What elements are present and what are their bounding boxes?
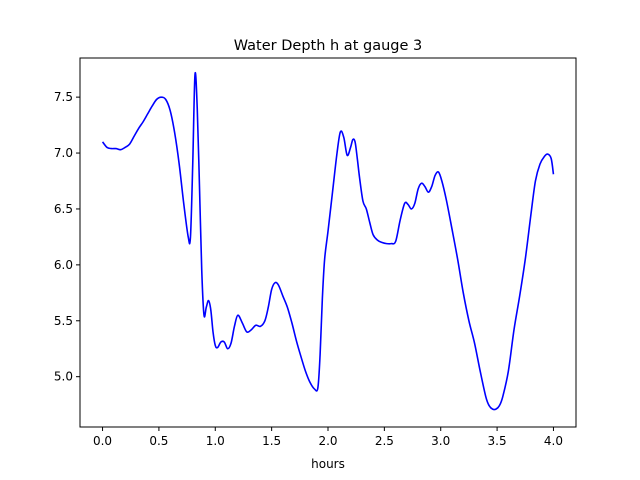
x-tick-label: 4.0	[544, 434, 563, 448]
depth-series-line	[101, 71, 555, 411]
y-tick-label: 7.0	[54, 146, 73, 160]
y-tick-label: 5.5	[54, 314, 73, 328]
y-tick-label: 6.5	[54, 202, 73, 216]
y-tick-label: 7.5	[54, 90, 73, 104]
y-tick-label: 6.0	[54, 258, 73, 272]
axes-frame	[79, 57, 577, 428]
x-tick-label: 1.5	[262, 434, 281, 448]
x-tick-label: 0.0	[93, 434, 112, 448]
plot-area	[101, 71, 555, 411]
x-tick-label: 1.0	[206, 434, 225, 448]
x-tick-label: 3.0	[431, 434, 450, 448]
x-tick-label: 3.5	[488, 434, 507, 448]
x-tick-label: 2.0	[318, 434, 337, 448]
y-tick-label: 5.0	[54, 370, 73, 384]
y-axis: 5.0 5.5 6.0 6.5 7.0 7.5	[54, 90, 80, 384]
x-axis-label: hours	[311, 457, 345, 471]
x-axis: 0.0 0.5 1.0 1.5 2.0 2.5 3.0 3.5 4.0	[93, 427, 563, 448]
chart-title: Water Depth h at gauge 3	[234, 38, 422, 54]
x-tick-label: 0.5	[149, 434, 168, 448]
x-tick-label: 2.5	[375, 434, 394, 448]
